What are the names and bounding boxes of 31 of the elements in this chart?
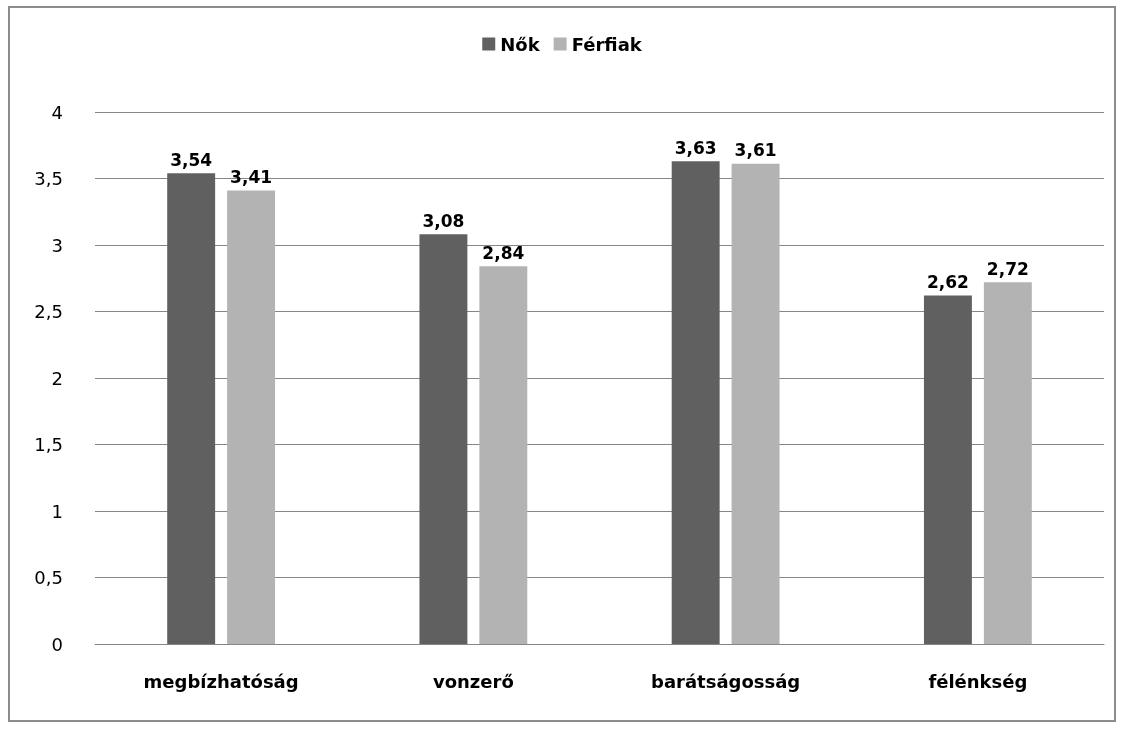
y-tick-label: 0,5 (34, 567, 63, 588)
data-label: 3,41 (230, 166, 273, 187)
y-tick-label: 2,5 (34, 301, 63, 322)
legend-label: Férfiak (571, 33, 643, 55)
bar (167, 173, 216, 644)
y-tick-label: 3,5 (34, 168, 63, 189)
y-tick-label: 3 (51, 234, 63, 256)
bar (731, 163, 780, 644)
bar (671, 161, 720, 644)
y-tick-label: 4 (51, 101, 63, 123)
x-tick-label: barátságosság (651, 670, 801, 692)
y-tick-label: 1,5 (34, 434, 63, 455)
data-label: 2,84 (482, 242, 525, 263)
x-tick-label: vonzerő (432, 670, 514, 692)
data-label: 3,08 (422, 210, 465, 231)
data-label: 3,61 (734, 140, 777, 161)
x-tick-label: félénkség (928, 670, 1028, 692)
legend-label: Nők (500, 33, 541, 55)
y-tick-label: 0 (51, 633, 63, 655)
data-label: 3,63 (674, 137, 717, 158)
data-label: 2,62 (926, 272, 969, 293)
x-tick-label: megbízhatóság (143, 670, 299, 692)
y-tick-label: 1 (51, 500, 63, 522)
bar (923, 295, 972, 644)
data-label: 3,54 (170, 149, 213, 170)
bar (419, 234, 468, 644)
bar (983, 282, 1032, 644)
y-tick-label: 2 (51, 367, 63, 389)
bar (479, 266, 528, 644)
data-label: 2,72 (986, 258, 1029, 279)
bar (227, 190, 276, 644)
